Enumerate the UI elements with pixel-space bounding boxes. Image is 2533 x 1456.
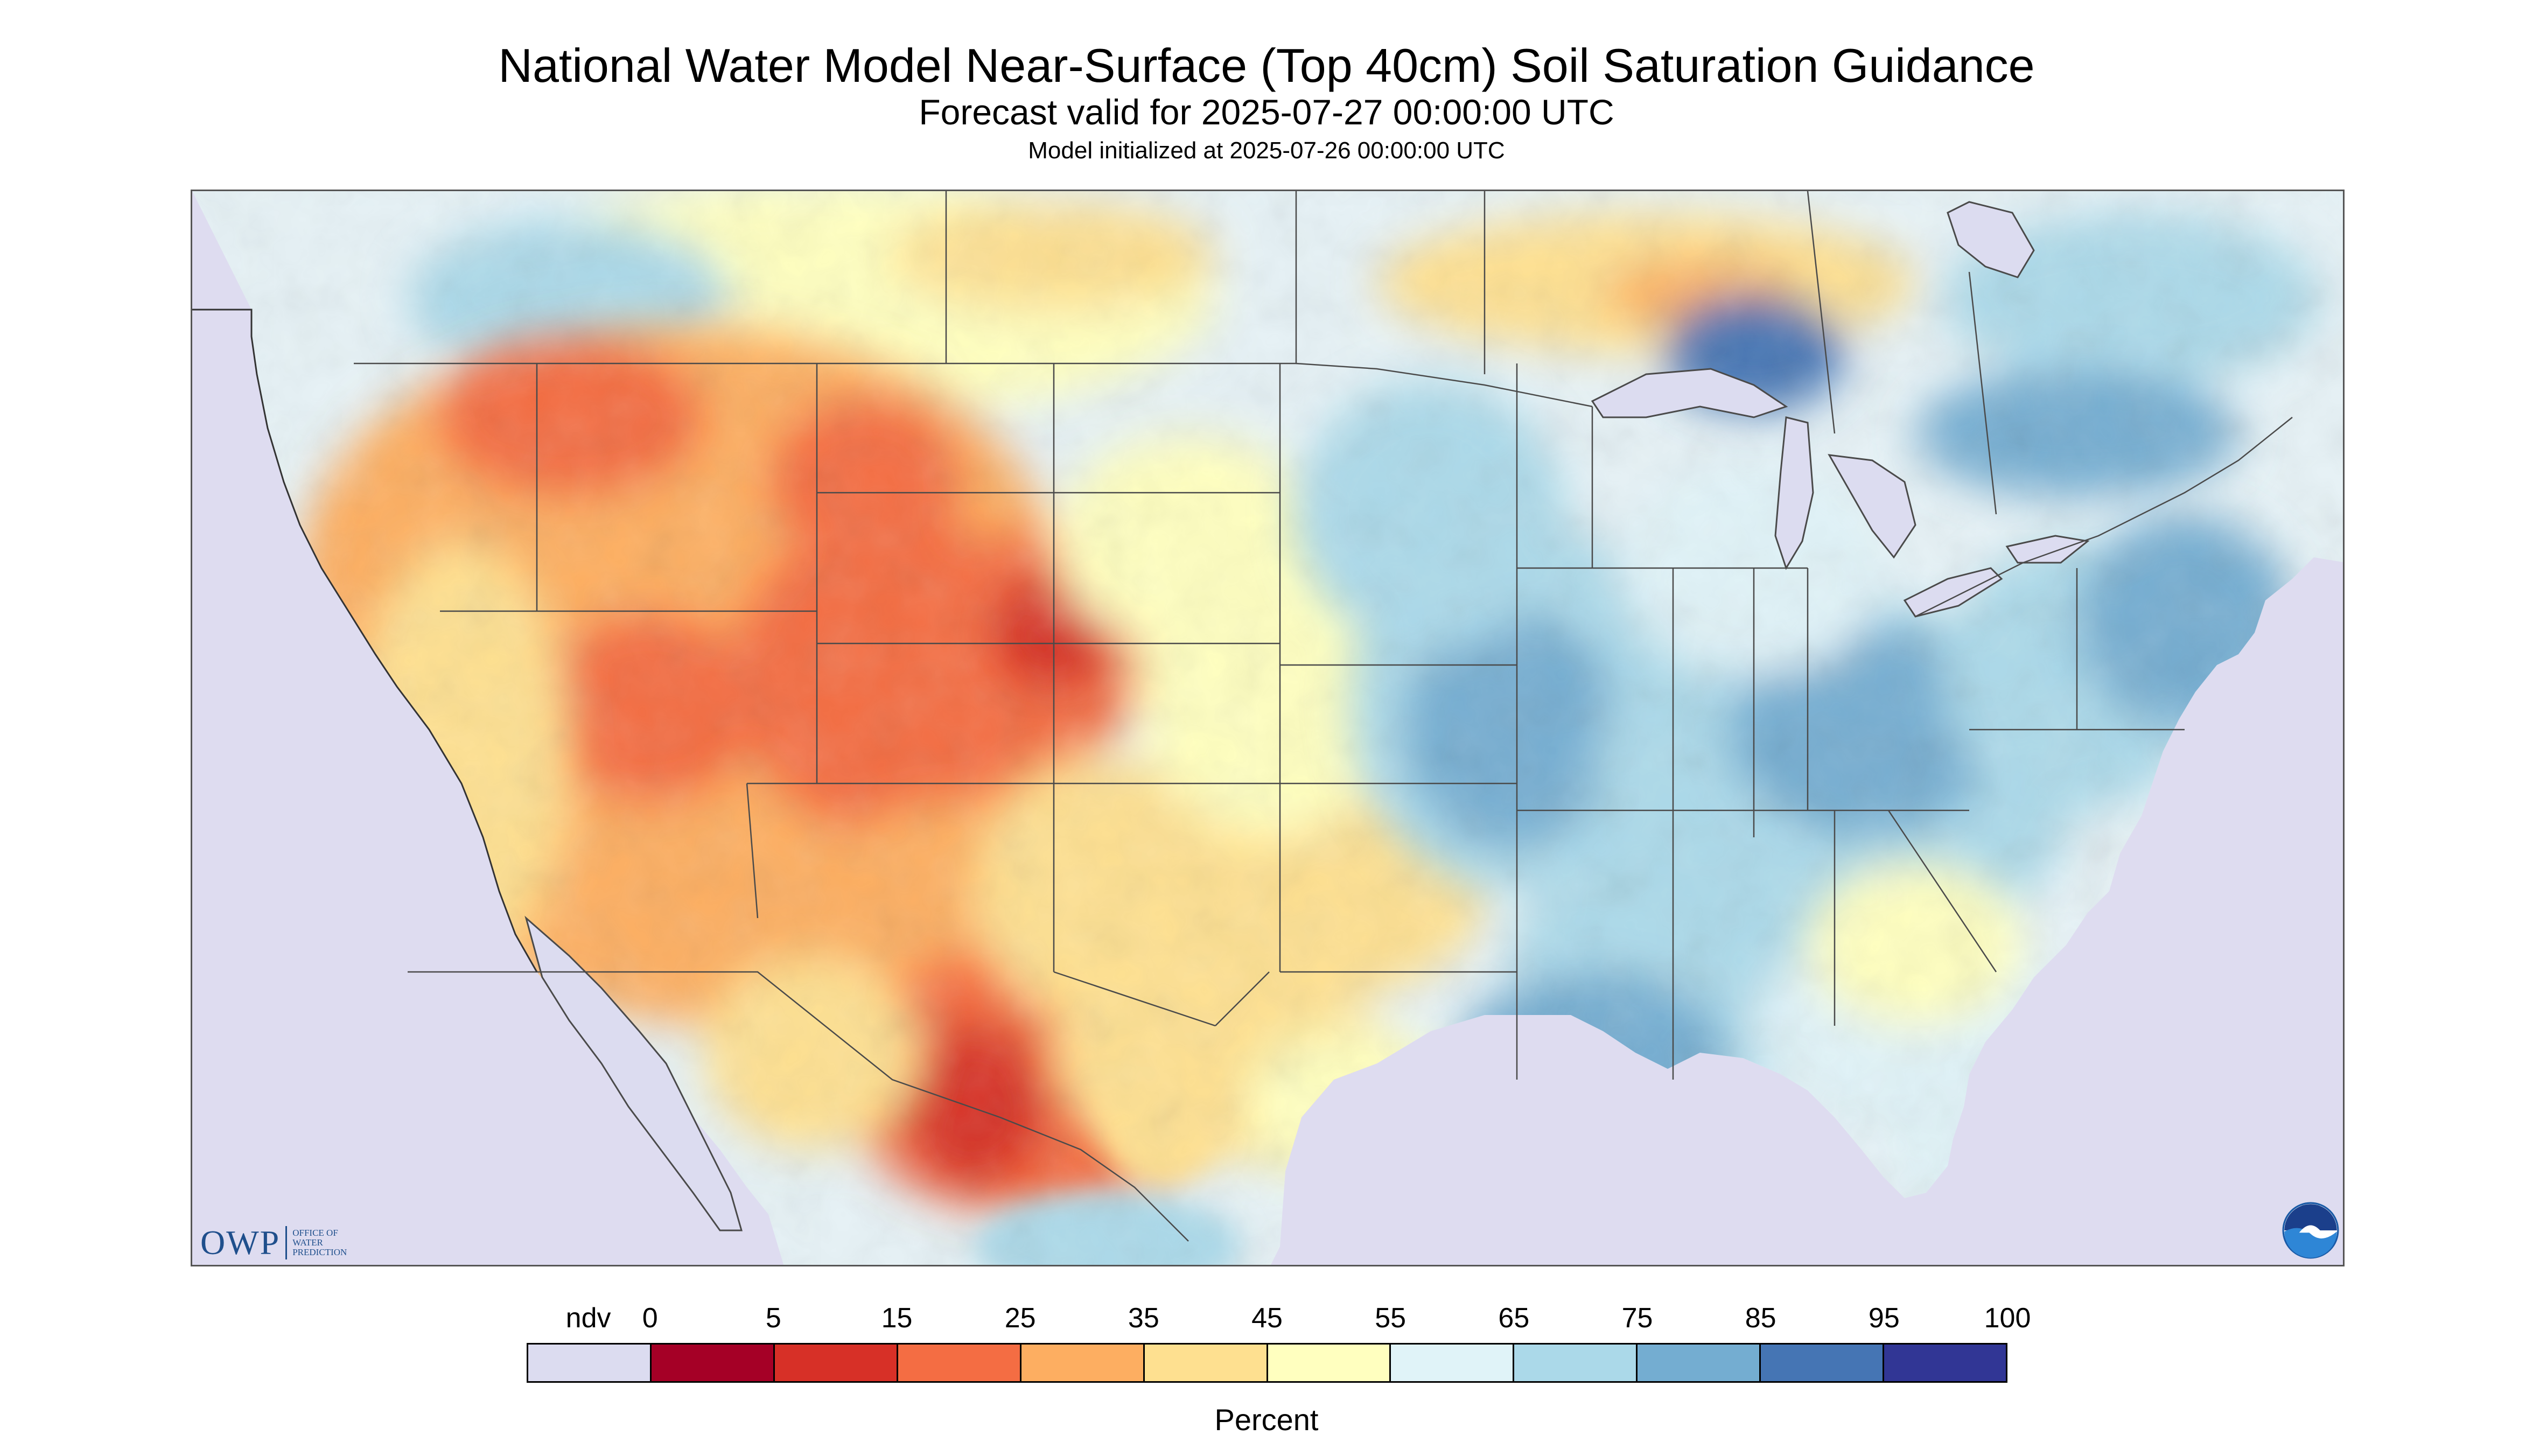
legend-tick-label: 65 [1498,1303,1530,1334]
legend-tick-label: 85 [1745,1303,1776,1334]
owp-caption-line-3: Prediction [292,1247,347,1257]
owp-logo-caption: Office of Water Prediction [292,1228,347,1257]
us-canada-border-east [1915,417,2293,618]
colorbar-swatch [1391,1345,1515,1381]
rio-grande-border [999,1116,1189,1242]
lake-huron [1828,454,1916,559]
owp-logo: OWP Office of Water Prediction [200,1221,347,1264]
colorbar-swatch [1144,1345,1268,1381]
noaa-logo-top [2284,1204,2337,1230]
legend-tick-label: ndv [565,1303,611,1334]
colorbar [527,1343,2007,1383]
hudson-bay-inlet [1947,201,2035,278]
map-title: National Water Model Near-Surface (Top 4… [498,39,2035,92]
canada-province-borders [945,191,1997,515]
legend-tick-label: 75 [1621,1303,1653,1334]
pacific-coastline [192,309,538,972]
lake-superior [1591,368,1788,418]
soil-saturation-map [191,190,2345,1266]
owp-caption-line-2: Water [292,1237,323,1248]
owp-logo-mark: OWP [200,1223,281,1262]
colorbar-swatch [1884,1345,2006,1381]
legend-unit-label: Percent [1214,1403,1319,1437]
saturation-field [192,191,2343,1265]
colorbar-swatch [528,1345,652,1381]
forecast-valid-subtitle: Forecast valid for 2025-07-27 00:00:00 U… [919,92,1614,132]
colorbar-swatch [1268,1345,1391,1381]
noaa-logo-wave [2284,1228,2337,1258]
legend-tick-label: 35 [1128,1303,1159,1334]
legend-tick-label: 95 [1868,1303,1900,1334]
lake-michigan [1774,416,1814,570]
legend-tick-label: 55 [1375,1303,1407,1334]
model-init-line: Model initialized at 2025-07-26 00:00:00… [1028,137,1505,164]
legend-tick-label: 15 [881,1303,913,1334]
legend-tick-label: 5 [765,1303,781,1334]
colorbar-swatch [1761,1345,1885,1381]
colorbar-swatch [1021,1345,1145,1381]
colorbar-swatch [898,1345,1021,1381]
gulf-of-california [524,915,743,1231]
noaa-logo [2282,1202,2339,1259]
us-mexico-border [408,971,1000,1118]
owp-logo-divider [285,1226,288,1259]
map-canvas [192,191,2343,1265]
colorbar-swatch [1514,1345,1638,1381]
political-borders [354,191,2293,1242]
owp-caption-line-1: Office of [292,1228,338,1238]
legend-tick-label: 0 [642,1303,658,1334]
noaa-logo-gull [2299,1225,2322,1233]
us-canada-border-mid [1296,362,1593,408]
water-bodies [524,201,2090,1231]
colorbar-swatch [774,1345,898,1381]
legend-tick-label: 25 [1004,1303,1036,1334]
lake-ontario [2005,535,2090,564]
colorbar-swatch [651,1345,775,1381]
colorbar-swatch [1638,1345,1761,1381]
legend-tick-label: 45 [1251,1303,1283,1334]
legend-tick-label: 100 [1984,1303,2031,1334]
